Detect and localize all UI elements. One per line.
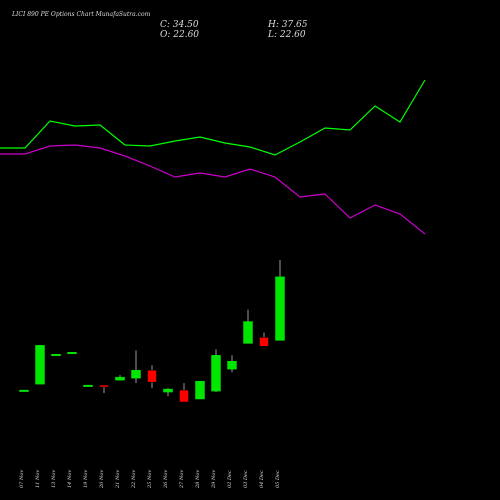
candle-body: [259, 337, 269, 347]
x-tick-label: 20 Nov: [99, 470, 105, 489]
candle-body: [275, 276, 285, 341]
indicator-line: [0, 79, 426, 156]
candle-body: [163, 388, 173, 393]
candle-body: [131, 369, 141, 379]
x-tick-label: 27 Nov: [179, 470, 185, 489]
candle-body: [67, 352, 77, 355]
x-tick-label: 21 Nov: [115, 470, 121, 489]
candle-body: [19, 389, 29, 392]
candle-body: [211, 355, 221, 392]
candle-body: [51, 354, 61, 357]
candle-body: [99, 384, 109, 388]
x-tick-label: 14 Nov: [67, 470, 73, 488]
candle-body: [227, 361, 237, 370]
x-tick-label: 22 Nov: [131, 470, 137, 489]
candle-body: [243, 321, 253, 344]
candle-body: [147, 369, 157, 383]
candle-body: [195, 380, 205, 400]
x-tick-label: 02 Dec: [227, 470, 233, 488]
low-text: L: 22.60: [267, 30, 306, 40]
close-text: C: 34.50: [160, 20, 199, 30]
candle-body: [35, 345, 45, 385]
x-tick-label: 29 Nov: [211, 470, 217, 489]
candle-body: [115, 376, 125, 381]
x-tick-label: 25 Nov: [147, 470, 153, 489]
x-tick-label: 03 Dec: [243, 470, 249, 488]
x-tick-label: 05 Dec: [275, 470, 281, 488]
candle-body: [83, 384, 93, 387]
x-tick-label: 11 Nov: [35, 470, 41, 488]
x-tick-label: 13 Nov: [51, 470, 57, 488]
x-tick-label: 07 Nov: [19, 470, 25, 488]
x-tick-label: 26 Nov: [163, 470, 169, 489]
x-tick-label: 04 Dec: [259, 470, 265, 488]
x-tick-label: 28 Nov: [195, 470, 201, 489]
indicator-line: [0, 144, 426, 235]
x-tick-label: 19 Nov: [83, 470, 89, 488]
chart-title: LICI 890 PE Options Chart MunafaSutra.co…: [11, 11, 151, 18]
candle-body: [179, 389, 189, 403]
open-text: O: 22.60: [160, 30, 199, 40]
high-text: H: 37.65: [267, 20, 308, 30]
